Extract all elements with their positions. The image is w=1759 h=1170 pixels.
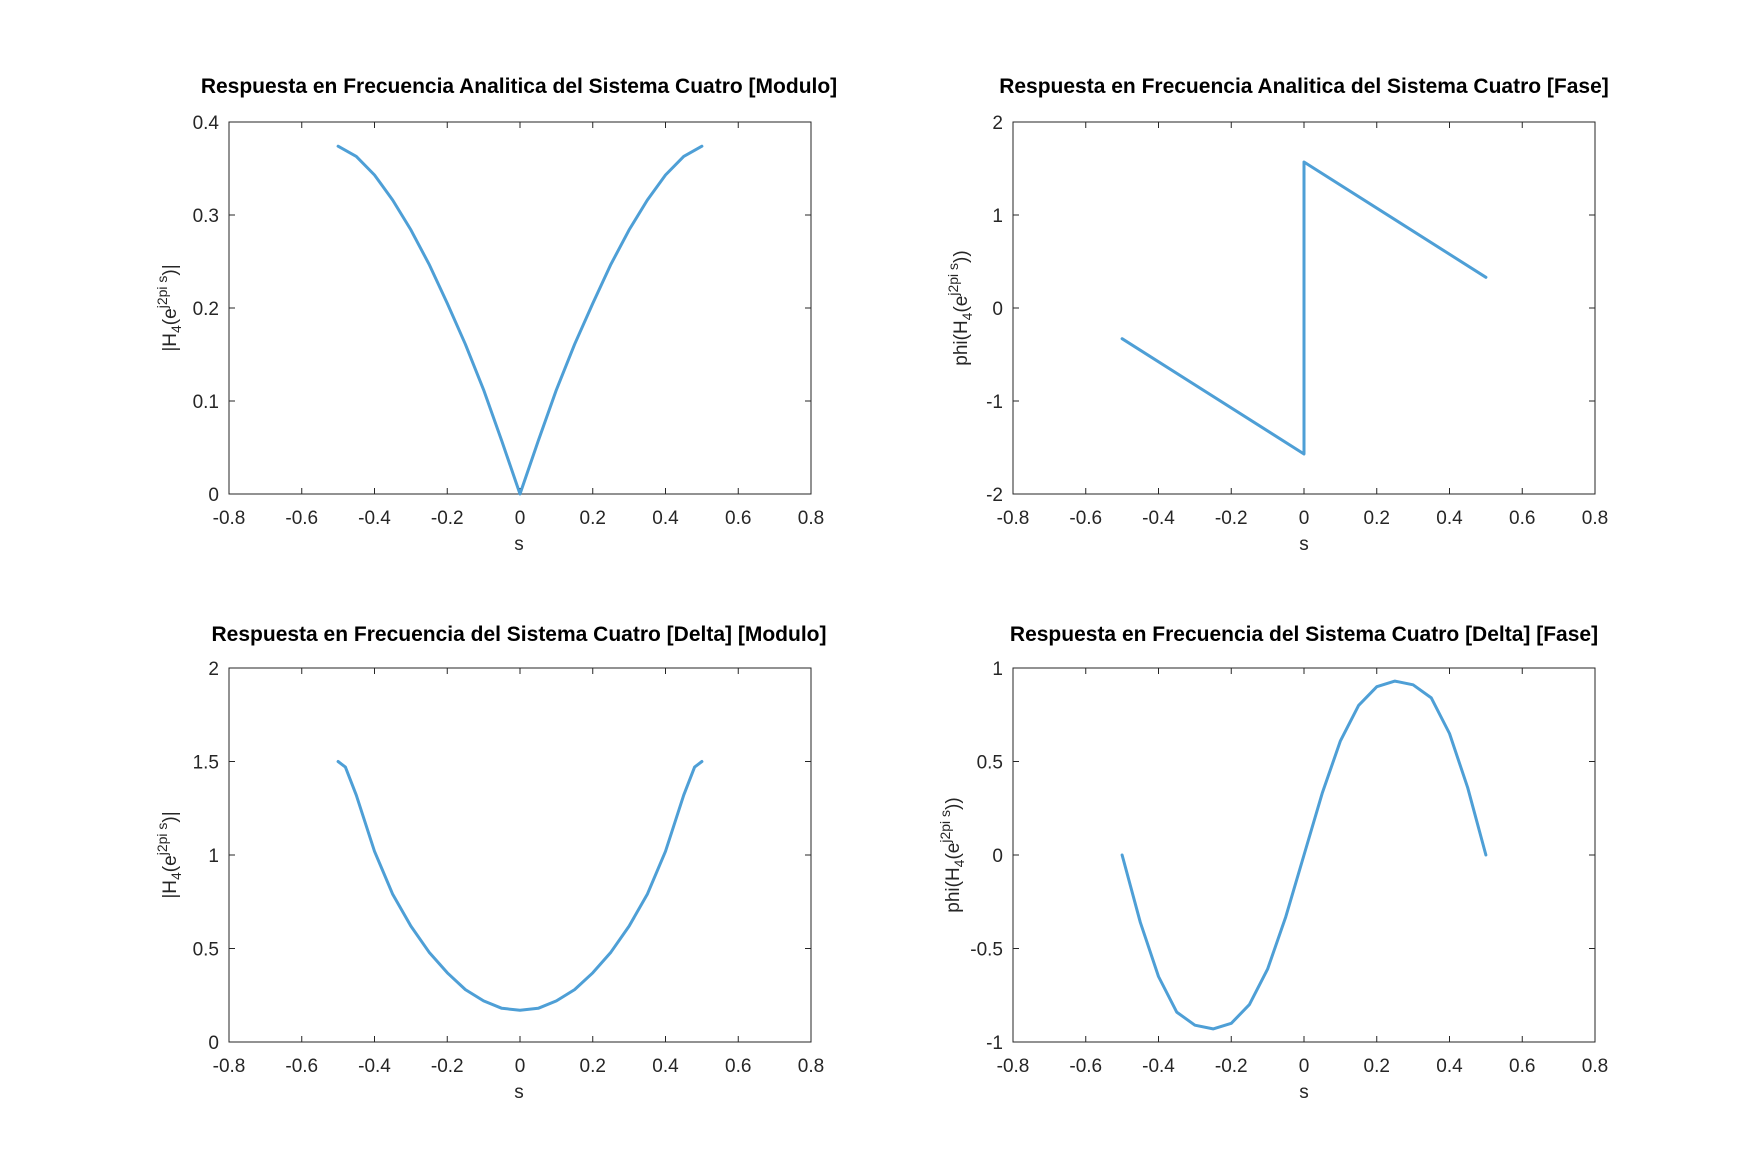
x-tick-label: -0.6	[1069, 508, 1102, 529]
y-axis-ticks: 0 0.1 0.2 0.3 0.4	[193, 113, 811, 506]
series-line	[1120, 160, 1488, 456]
y-tick-label: 1	[992, 659, 1003, 680]
y-tick-label: 0.1	[193, 392, 219, 413]
x-axis-label: s	[1299, 1082, 1309, 1103]
x-tick-label: -0.2	[431, 1056, 464, 1077]
chart-title: Respuesta en Frecuencia del Sistema Cuat…	[212, 623, 827, 646]
y-axis-ticks: 0 0.5 1 1.5 2	[193, 659, 811, 1054]
x-tick-label: -0.2	[431, 508, 464, 529]
x-tick-label: 0	[515, 1056, 526, 1077]
x-tick-label: 0.6	[725, 1056, 751, 1077]
x-tick-label: -0.8	[997, 508, 1030, 529]
x-tick-label: 0.4	[652, 1056, 679, 1077]
y-axis-ticks: -1 -0.5 0 0.5 1	[970, 659, 1595, 1054]
y-tick-label: 0	[992, 299, 1003, 320]
x-tick-label: -0.8	[213, 1056, 246, 1077]
y-tick-label: 0	[208, 1033, 219, 1054]
subplot-top-right: Respuesta en Frecuencia Analitica del Si…	[945, 75, 1609, 555]
x-tick-label: 0	[1299, 508, 1310, 529]
x-tick-label: 0.8	[1582, 508, 1608, 529]
x-tick-label: -0.6	[285, 1056, 318, 1077]
y-tick-label: -1	[986, 392, 1003, 413]
series-line	[336, 760, 704, 1012]
series-line	[336, 144, 704, 496]
x-tick-label: 0.6	[1509, 1056, 1535, 1077]
x-tick-label: 0	[515, 508, 526, 529]
x-tick-label: -0.4	[1142, 508, 1175, 529]
x-tick-label: -0.8	[997, 1056, 1030, 1077]
x-tick-label: 0.6	[1509, 508, 1535, 529]
x-tick-label: 0.2	[1364, 1056, 1390, 1077]
x-axis-ticks: -0.8 -0.6 -0.4 -0.2 0 0.2 0.4 0.6 0.8	[213, 668, 824, 1077]
y-axis-label: phi(H4(ej2pi s))	[945, 250, 975, 365]
x-tick-label: 0.6	[725, 508, 751, 529]
x-tick-label: -0.8	[213, 508, 246, 529]
x-tick-label: 0.8	[1582, 1056, 1608, 1077]
y-axis-label: phi(H4(ej2pi s))	[937, 797, 967, 912]
y-tick-label: 1.5	[193, 753, 219, 774]
x-tick-label: 0.8	[798, 508, 824, 529]
subplot-bottom-left: Respuesta en Frecuencia del Sistema Cuat…	[154, 623, 826, 1103]
chart-title: Respuesta en Frecuencia Analitica del Si…	[201, 75, 837, 98]
y-tick-label: 0	[992, 846, 1003, 867]
y-tick-label: -1	[986, 1033, 1003, 1054]
y-tick-label: 0.5	[977, 753, 1003, 774]
x-tick-label: 0	[1299, 1056, 1310, 1077]
x-tick-label: 0.2	[580, 1056, 606, 1077]
x-axis-ticks: -0.8 -0.6 -0.4 -0.2 0 0.2 0.4 0.6 0.8	[997, 122, 1608, 529]
y-tick-label: 0	[208, 485, 219, 506]
x-tick-label: -0.4	[358, 508, 391, 529]
x-tick-label: 0.8	[798, 1056, 824, 1077]
x-tick-label: -0.4	[358, 1056, 391, 1077]
chart-title: Respuesta en Frecuencia Analitica del Si…	[999, 75, 1609, 98]
x-tick-label: 0.4	[652, 508, 679, 529]
subplot-top-left: Respuesta en Frecuencia Analitica del Si…	[154, 75, 837, 555]
x-axis-ticks: -0.8 -0.6 -0.4 -0.2 0 0.2 0.4 0.6 0.8	[213, 122, 824, 529]
y-tick-label: -2	[986, 485, 1003, 506]
series-line	[1120, 679, 1488, 1031]
x-axis-label: s	[1299, 534, 1309, 555]
y-axis-label: |H4(ej2pi s)|	[154, 264, 184, 351]
y-axis-label: |H4(ej2pi s)|	[154, 811, 184, 898]
x-axis-ticks: -0.8 -0.6 -0.4 -0.2 0 0.2 0.4 0.6 0.8	[997, 668, 1608, 1077]
x-tick-label: -0.6	[285, 508, 318, 529]
y-tick-label: 0.2	[193, 299, 219, 320]
x-tick-label: 0.2	[580, 508, 606, 529]
y-tick-label: 0.5	[193, 940, 219, 961]
x-axis-label: s	[514, 1082, 524, 1103]
x-tick-label: 0.2	[1364, 508, 1390, 529]
y-tick-label: 0.3	[193, 206, 219, 227]
y-tick-label: 1	[992, 206, 1003, 227]
x-tick-label: 0.4	[1436, 1056, 1463, 1077]
x-axis-label: s	[514, 534, 524, 555]
y-tick-label: 1	[208, 846, 219, 867]
x-tick-label: -0.4	[1142, 1056, 1175, 1077]
chart-title: Respuesta en Frecuencia del Sistema Cuat…	[1010, 623, 1598, 646]
y-tick-label: 2	[208, 659, 219, 680]
x-tick-label: -0.6	[1069, 1056, 1102, 1077]
subplot-bottom-right: Respuesta en Frecuencia del Sistema Cuat…	[937, 623, 1608, 1103]
y-tick-label: 0.4	[193, 113, 220, 134]
x-tick-label: 0.4	[1436, 508, 1463, 529]
y-tick-label: 2	[992, 113, 1003, 134]
x-tick-label: -0.2	[1215, 1056, 1248, 1077]
y-axis-ticks: -2 -1 0 1 2	[986, 113, 1595, 506]
x-tick-label: -0.2	[1215, 508, 1248, 529]
y-tick-label: -0.5	[970, 940, 1003, 961]
